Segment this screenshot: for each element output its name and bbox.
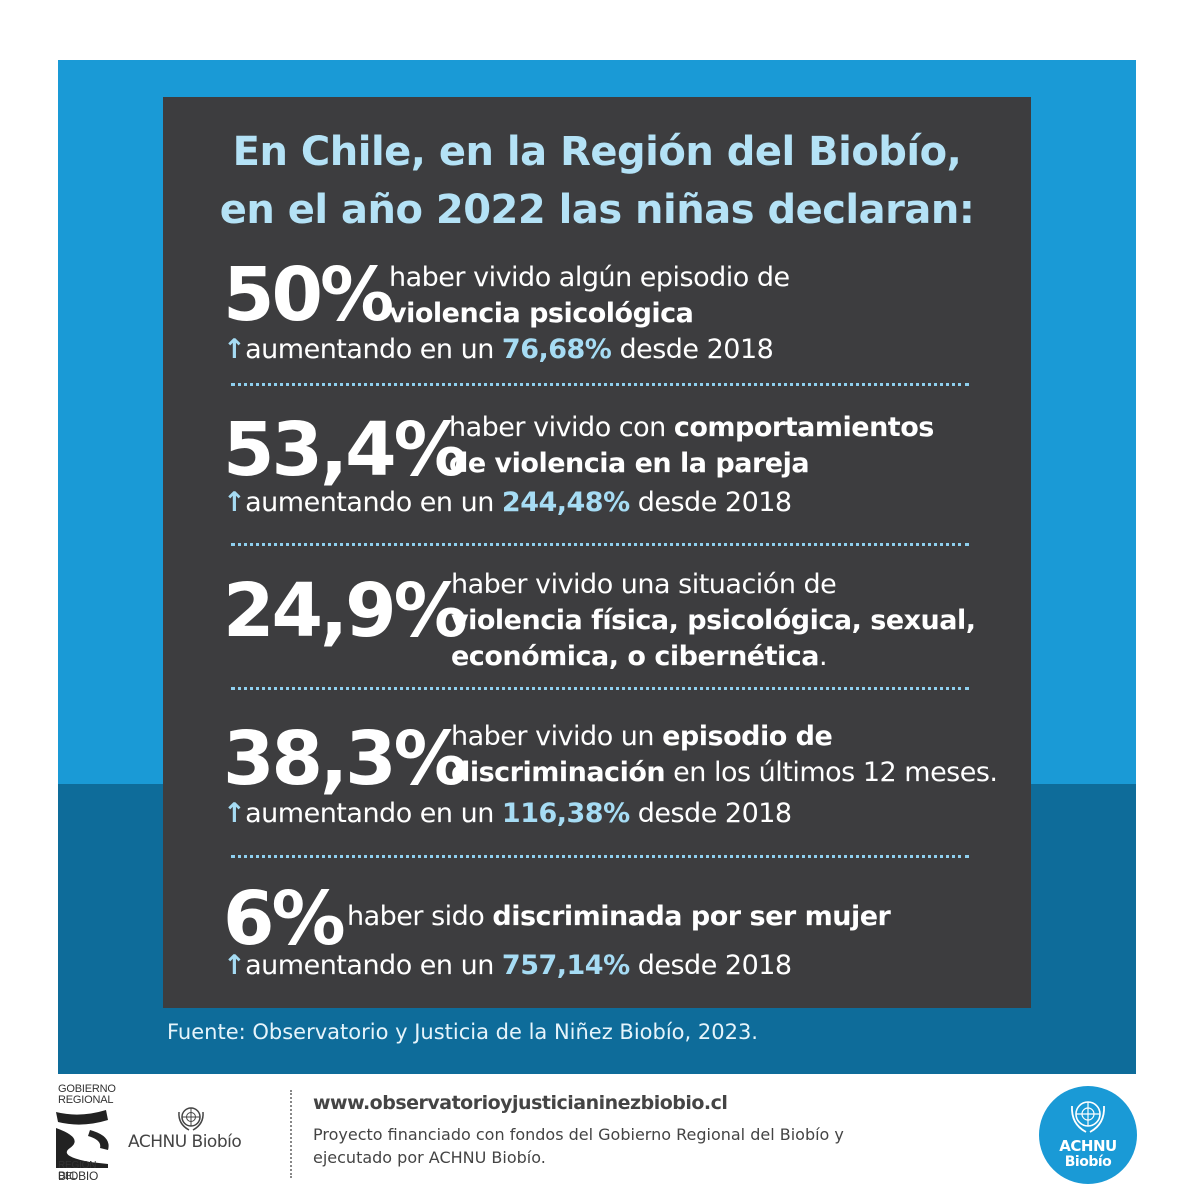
stat-description: haber vivido un episodio de discriminaci… [451, 721, 998, 788]
stat-description: haber vivido una situación de violencia … [451, 569, 976, 672]
stat-description: haber vivido con comportamientos de viol… [449, 412, 934, 479]
stat-increase: ↑aumentando en un 757,14% desde 2018 [223, 950, 792, 981]
headline-line-2: en el año 2022 las niñas declaran: [219, 187, 975, 233]
stat-description: haber sido discriminada por ser mujer [347, 901, 891, 932]
website-url[interactable]: www.observatorioyjusticianinezbiobio.cl [313, 1092, 728, 1114]
un-emblem-icon [178, 1107, 204, 1131]
achnu-logo: ACHNU Biobío [128, 1104, 264, 1164]
arrow-up-icon: ↑ [223, 798, 246, 829]
gobierno-regional-logo: GOBIERNO REGIONAL REGION DEL BIOBIO [50, 1082, 116, 1182]
headline-line-1: En Chile, en la Región del Biobío, [232, 129, 962, 175]
source-citation: Fuente: Observatorio y Justicia de la Ni… [167, 1020, 758, 1044]
divider [231, 543, 969, 546]
stat-value: 38,3% [223, 716, 468, 802]
divider [231, 855, 969, 858]
stat-increase: ↑aumentando en un 116,38% desde 2018 [223, 798, 792, 829]
footer-divider [290, 1090, 292, 1178]
headline: En Chile, en la Región del Biobío, en el… [163, 123, 1031, 239]
divider [231, 383, 969, 386]
stat-value: 24,9% [223, 568, 468, 654]
achnu-circle-logo: ACHNU Biobío [1039, 1086, 1137, 1184]
funding-note: Proyecto financiado con fondos del Gobie… [313, 1125, 844, 1167]
arrow-up-icon: ↑ [223, 950, 246, 981]
divider [231, 687, 969, 690]
stat-value: 6% [223, 876, 346, 962]
circle-logo-line-2: Biobío [1064, 1154, 1112, 1170]
stat-value: 50% [223, 252, 394, 338]
circle-logo-line-1: ACHNU [1059, 1137, 1117, 1155]
stat-value: 53,4% [223, 407, 468, 493]
achnu-logo-text: ACHNU Biobío [128, 1132, 242, 1152]
stats-panel: En Chile, en la Región del Biobío, en el… [163, 97, 1031, 1008]
stat-increase: ↑aumentando en un 244,48% desde 2018 [223, 487, 792, 518]
arrow-up-icon: ↑ [223, 487, 246, 518]
un-emblem-icon [1071, 1101, 1105, 1133]
stat-increase: ↑aumentando en un 76,68% desde 2018 [223, 334, 774, 365]
arrow-up-icon: ↑ [223, 334, 246, 365]
river-emblem-icon [56, 1110, 109, 1168]
stat-description: haber vivido algún episodio de violencia… [389, 262, 790, 329]
